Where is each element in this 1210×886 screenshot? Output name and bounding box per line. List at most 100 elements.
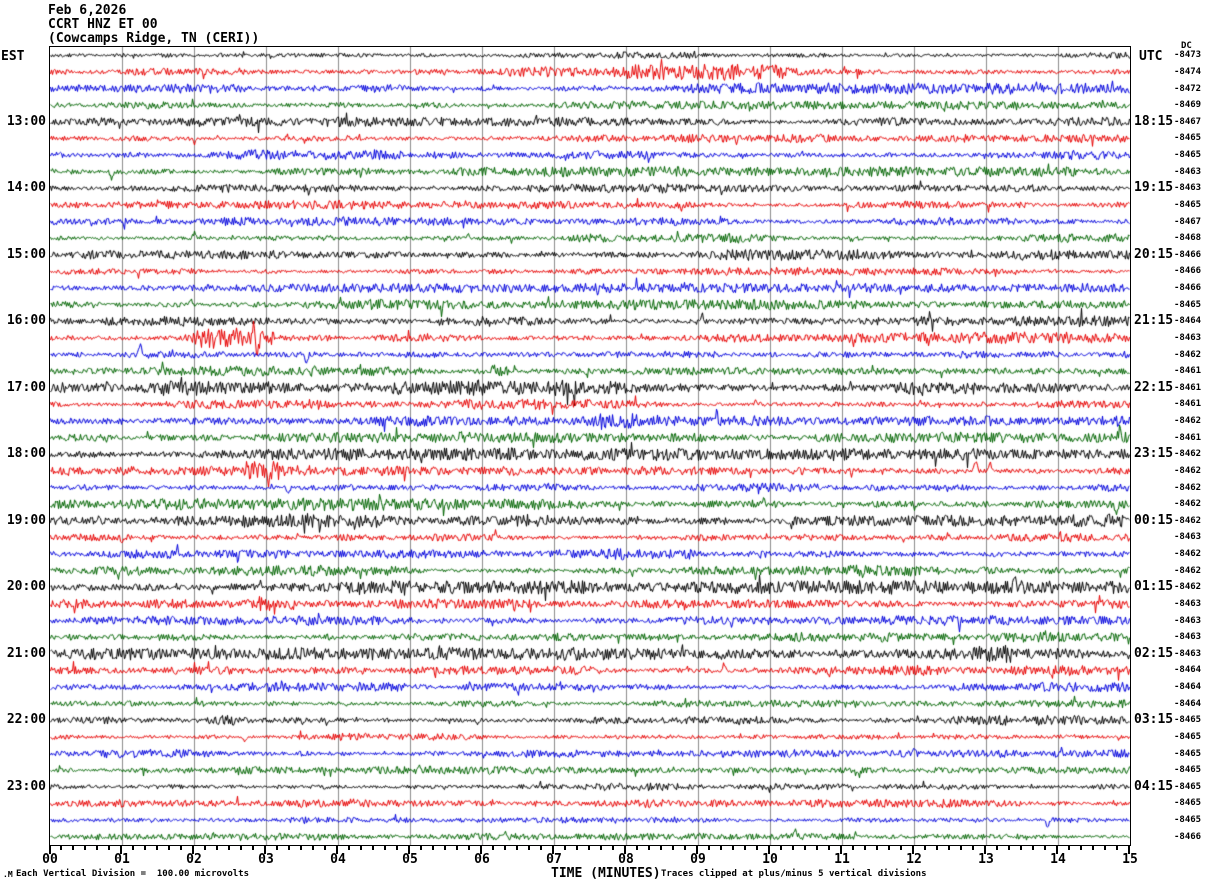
- minor-tick: [108, 846, 110, 850]
- major-tick: [480, 846, 482, 854]
- dc-value: -8463: [1174, 632, 1202, 643]
- utc-hour-label: 21:15: [1134, 313, 1174, 329]
- clip-note: Traces clipped at plus/minus 5 vertical …: [661, 869, 927, 879]
- minor-tick: [960, 846, 962, 850]
- minor-tick: [1020, 846, 1022, 850]
- dc-value: -8469: [1174, 100, 1202, 111]
- minute-label: 14: [1050, 852, 1066, 867]
- scale-note: Each Vertical Division = 100.00 microvol…: [16, 869, 249, 879]
- major-tick: [120, 846, 122, 854]
- dc-value: -8465: [1174, 150, 1202, 161]
- dc-value: -8461: [1174, 382, 1202, 393]
- minor-tick: [612, 846, 614, 850]
- minor-tick: [444, 846, 446, 850]
- dc-value: -8461: [1174, 366, 1202, 377]
- est-hour-label: 17:00: [6, 379, 46, 395]
- minor-tick: [216, 846, 218, 850]
- minute-label: 00: [42, 852, 58, 867]
- dc-value: -8467: [1174, 216, 1202, 227]
- est-hour-label: 22:00: [6, 712, 46, 728]
- dc-value: -8465: [1174, 765, 1202, 776]
- minor-tick: [252, 846, 254, 850]
- dc-value: -8465: [1174, 133, 1202, 144]
- dc-value: -8462: [1174, 416, 1202, 427]
- dc-value: -8463: [1174, 615, 1202, 626]
- title-date: Feb 6,2026: [48, 3, 127, 18]
- minor-tick: [276, 846, 278, 850]
- major-tick: [624, 846, 626, 854]
- dc-value: -8464: [1174, 665, 1202, 676]
- minor-tick: [132, 846, 134, 850]
- dc-value: -8465: [1174, 715, 1202, 726]
- dc-value: -8465: [1174, 731, 1202, 742]
- dc-value: -8462: [1174, 465, 1202, 476]
- major-tick: [49, 846, 51, 854]
- major-tick: [840, 846, 842, 854]
- minor-tick: [1068, 846, 1070, 850]
- minor-tick: [948, 846, 950, 850]
- minor-tick: [384, 846, 386, 850]
- dc-value: -8464: [1174, 682, 1202, 693]
- minute-label: 10: [762, 852, 778, 867]
- minor-tick: [864, 846, 866, 850]
- minute-label: 02: [186, 852, 202, 867]
- major-tick: [264, 846, 266, 854]
- est-hour-label: 13:00: [6, 113, 46, 129]
- minor-tick: [204, 846, 206, 850]
- major-tick: [408, 846, 410, 854]
- est-hour-label: 14:00: [6, 180, 46, 196]
- est-hour-label: 23:00: [6, 778, 46, 794]
- minor-tick: [636, 846, 638, 850]
- utc-hour-label: 01:15: [1134, 579, 1174, 595]
- dc-value: -8461: [1174, 399, 1202, 410]
- minor-tick: [456, 846, 458, 850]
- dc-value: -8462: [1174, 515, 1202, 526]
- minute-label: 08: [618, 852, 634, 867]
- minute-label: 03: [258, 852, 274, 867]
- minor-tick: [300, 846, 302, 850]
- dc-value: -8465: [1174, 798, 1202, 809]
- dc-value: -8462: [1174, 349, 1202, 360]
- major-tick: [696, 846, 698, 854]
- minor-tick: [1032, 846, 1034, 850]
- dc-value: -8472: [1174, 83, 1202, 94]
- dc-value: -8464: [1174, 316, 1202, 327]
- minor-tick: [600, 846, 602, 850]
- minor-tick: [492, 846, 494, 850]
- est-header: EST: [1, 49, 25, 64]
- dc-value: -8463: [1174, 183, 1202, 194]
- dc-value: -8473: [1174, 50, 1202, 61]
- minor-tick: [732, 846, 734, 850]
- dc-value: -8462: [1174, 482, 1202, 493]
- major-tick: [984, 846, 986, 854]
- dc-value: -8465: [1174, 781, 1202, 792]
- minor-tick: [936, 846, 938, 850]
- utc-hour-label: 23:15: [1134, 446, 1174, 462]
- utc-hour-label: 22:15: [1134, 379, 1174, 395]
- minute-label: 06: [474, 852, 490, 867]
- minor-tick: [1080, 846, 1082, 850]
- dc-header: DC: [1181, 41, 1192, 51]
- minor-tick: [1008, 846, 1010, 850]
- dc-value: -8462: [1174, 499, 1202, 510]
- corner-mark: .M: [3, 870, 13, 879]
- major-tick: [1056, 846, 1058, 854]
- minor-tick: [564, 846, 566, 850]
- minor-tick: [816, 846, 818, 850]
- minute-label: 11: [834, 852, 850, 867]
- dc-value: -8463: [1174, 648, 1202, 659]
- est-hour-label: 18:00: [6, 446, 46, 462]
- minor-tick: [288, 846, 290, 850]
- plot-frame: [49, 46, 1131, 846]
- minor-tick: [324, 846, 326, 850]
- minor-tick: [516, 846, 518, 850]
- est-hour-label: 15:00: [6, 246, 46, 262]
- minor-tick: [744, 846, 746, 850]
- minor-tick: [576, 846, 578, 850]
- minor-tick: [528, 846, 530, 850]
- minor-tick: [756, 846, 758, 850]
- dc-value: -8462: [1174, 565, 1202, 576]
- minor-tick: [672, 846, 674, 850]
- minor-tick: [348, 846, 350, 850]
- dc-value: -8474: [1174, 66, 1202, 77]
